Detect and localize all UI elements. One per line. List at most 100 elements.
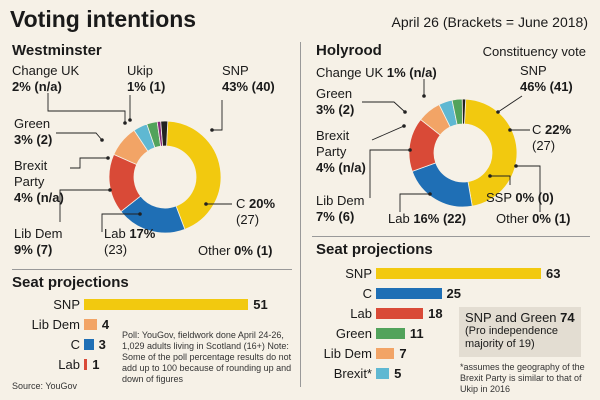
independence-box-line-3: majority of 19) — [465, 338, 535, 350]
holy-changeuk-value: 1% (n/a) — [386, 65, 437, 80]
holy-bar-value-lib-dem: 7 — [399, 346, 407, 361]
west-other-label: Other 0% (1) — [198, 243, 272, 259]
westminster-title: Westminster — [12, 42, 102, 59]
holy-bar-value-c: 25 — [446, 286, 461, 301]
west-brexit-label: Brexit Party 4% (n/a) — [14, 158, 64, 206]
west-leader-changeuk-dot — [123, 121, 127, 125]
holy-leader-lab-dot — [428, 192, 432, 196]
independence-box-value: 74 — [560, 310, 575, 325]
west-leader-libdem — [59, 189, 110, 222]
holy-bar-label-snp: SNP — [345, 266, 372, 281]
holy-ssp-label: SSP 0% (0) — [486, 190, 554, 206]
holy-changeuk-name: Change UK — [316, 65, 384, 80]
holy-slice-c — [411, 162, 473, 208]
poll-note: Poll: YouGov, fieldwork done April 24-26… — [122, 330, 292, 384]
holy-lab-value: 16% (22) — [413, 211, 467, 226]
holy-ssp-name: SSP — [486, 190, 512, 205]
holy-bar-label-green: Green — [335, 326, 372, 341]
holy-bar-label-c: C — [362, 286, 372, 301]
west-snp-name: SNP — [222, 63, 249, 78]
holy-leader-other — [516, 165, 541, 212]
west-leader-brexit — [70, 157, 108, 169]
independence-box: SNP and Green 74 (Pro independence major… — [459, 307, 581, 357]
holy-bar-label-lib-dem: Lib Dem — [323, 346, 372, 361]
west-brexit-value: 4% (n/a) — [14, 190, 64, 205]
west-changeuk-name: Change UK — [12, 63, 80, 78]
west-other-name: Other — [198, 243, 231, 258]
holy-seats-title: Seat projections — [316, 241, 433, 258]
holy-bar-green — [376, 328, 405, 339]
holy-bar-label-brexit: Brexit* — [333, 366, 372, 381]
holy-leader-c-dot — [508, 128, 512, 132]
holy-leader-libdem-dot — [408, 148, 412, 152]
west-c-name: C — [236, 196, 246, 211]
independence-box-line-2: (Pro independence — [465, 325, 558, 337]
holy-other-value: 0% (1) — [532, 211, 571, 226]
holy-slice-change-uk — [461, 98, 467, 125]
west-green-label: Green 3% (2) — [14, 116, 52, 148]
holy-bar-value-lab: 18 — [428, 306, 443, 321]
west-leader-ukip-dot — [128, 118, 132, 122]
holy-bar-snp — [376, 268, 542, 279]
holy-snp-label: SNP 46% (41) — [520, 63, 573, 95]
west-libdem-label: Lib Dem 9% (7) — [14, 226, 62, 258]
west-lab-previous: (23) — [104, 242, 128, 257]
west-leader-lab — [101, 213, 140, 232]
brexit-footnote: *assumes the geography of the Brexit Par… — [460, 362, 585, 394]
holy-snp-value: 46% (41) — [520, 79, 573, 94]
west-changeuk-label: Change UK 2% (n/a) — [12, 63, 79, 95]
holyrood-subtitle: Constituency vote — [482, 44, 586, 59]
west-leader-libdem-dot — [108, 188, 112, 192]
west-other-value: 0% (1) — [234, 243, 273, 258]
holy-bar-c — [376, 288, 442, 299]
holy-green-value: 3% (2) — [316, 102, 355, 117]
holy-c-previous: (27) — [532, 138, 556, 153]
holy-c-name: C — [532, 122, 542, 137]
west-bar-lib-dem — [84, 319, 97, 330]
west-ukip-name: Ukip — [127, 63, 154, 78]
west-c-value: 20% — [249, 196, 276, 211]
holy-libdem-value: 7% (6) — [316, 209, 355, 224]
holy-green-name: Green — [316, 86, 353, 101]
holy-bar-label-lab: Lab — [350, 306, 372, 321]
west-leader-brexit-dot — [106, 156, 110, 160]
holy-leader-ssp — [490, 175, 511, 185]
west-leader-c-dot — [204, 202, 208, 206]
holy-leader-snp-dot — [496, 110, 500, 114]
west-lab-label: Lab 17% (23) — [104, 226, 155, 258]
holy-brexit-name-2: Party — [316, 144, 347, 159]
holy-green-label: Green 3% (2) — [316, 86, 354, 118]
holy-libdem-name: Lib Dem — [316, 193, 365, 208]
holy-bar-lib-dem — [376, 348, 395, 359]
west-leader-green-dot — [100, 138, 104, 142]
west-bar-label-snp: SNP — [53, 297, 80, 312]
west-lab-value: 17% — [129, 226, 156, 241]
west-leader-lab-dot — [138, 212, 142, 216]
west-bar-value-c: 3 — [98, 337, 106, 352]
west-c-previous: (27) — [236, 212, 260, 227]
holy-bar-value-green: 11 — [409, 326, 424, 341]
holy-brexit-name-1: Brexit — [316, 128, 350, 143]
west-leader-snp-dot — [210, 128, 214, 132]
holy-changeuk-label: Change UK 1% (n/a) — [316, 65, 437, 81]
page-subtitle: April 26 (Brackets = June 2018) — [391, 14, 589, 30]
holyrood-title: Holyrood — [316, 42, 382, 59]
west-ukip-label: Ukip 1% (1) — [127, 63, 165, 95]
holy-leader-green-dot — [403, 110, 407, 114]
holy-brexit-label: Brexit Party 4% (n/a) — [316, 128, 366, 176]
west-lab-name: Lab — [104, 226, 126, 241]
source-note: Source: YouGov — [12, 381, 78, 391]
holy-brexit-value: 4% (n/a) — [316, 160, 366, 175]
holy-ssp-value: 0% (0) — [515, 190, 554, 205]
west-slice-change-uk — [160, 120, 169, 147]
west-brexit-name-1: Brexit — [14, 158, 48, 173]
west-bar-label-lab: Lab — [58, 357, 80, 372]
holy-leader-brexit — [371, 125, 405, 141]
holy-leader-changeuk-dot — [422, 94, 426, 98]
west-libdem-name: Lib Dem — [14, 226, 63, 241]
holy-lab-name: Lab — [388, 211, 410, 226]
west-bar-value-snp: 51 — [253, 297, 268, 312]
holy-bar-value-brexit: 5 — [394, 366, 402, 381]
panel-divider — [300, 42, 301, 387]
west-green-name: Green — [14, 116, 51, 131]
